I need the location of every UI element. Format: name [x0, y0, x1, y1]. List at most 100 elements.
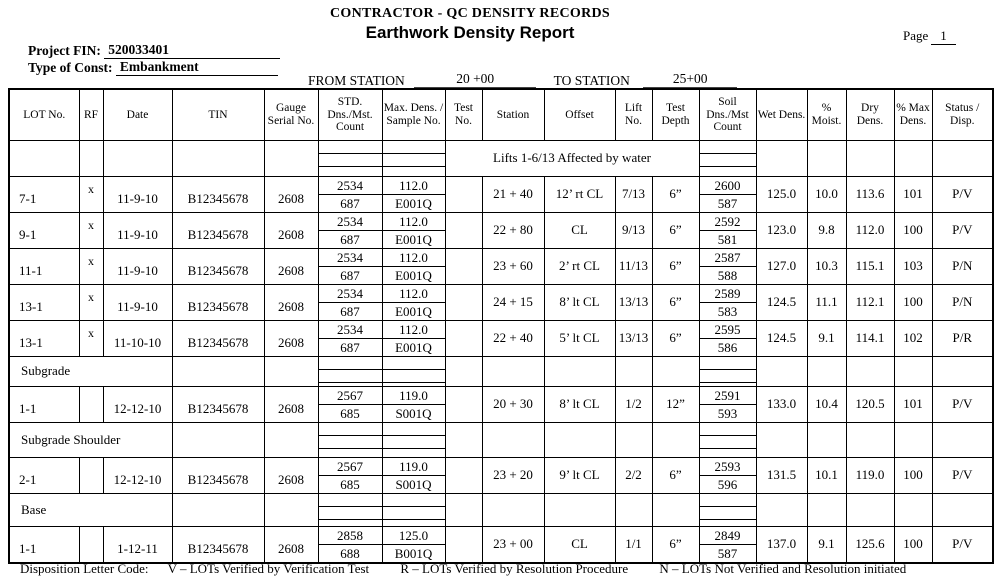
- cell-status: P/N: [931, 283, 994, 321]
- cell-date: 11-9-10: [102, 211, 173, 249]
- cell-status: P/V: [931, 525, 994, 563]
- cell-lift: [614, 492, 653, 527]
- type-of-const-label: Type of Const:: [28, 60, 113, 75]
- std-count-cell-top: 2567: [319, 387, 381, 405]
- cell-wet-dens: 133.0: [755, 385, 808, 423]
- cell-rf: x: [78, 247, 104, 285]
- cell-dry-dens: 112.0: [845, 211, 895, 249]
- cell-tin: B12345678: [171, 319, 265, 357]
- cell-lift: 9/13: [614, 211, 653, 249]
- cell-lift: [614, 355, 653, 387]
- cell-test-no: [444, 211, 483, 249]
- std-count-cell-bottom: 687: [340, 195, 360, 211]
- cell-station: 21 + 40: [481, 175, 545, 213]
- cell-offset: 8’ lt CL: [543, 385, 616, 423]
- max-dens-cell-bottom: E001Q: [395, 195, 432, 211]
- soil-count-cell-top: 2849: [700, 527, 755, 545]
- cell-max-dens-pct: 102: [893, 319, 933, 357]
- cell-moist: [806, 492, 847, 527]
- cell-tin: B12345678: [171, 175, 265, 213]
- max-dens-cell: 112.0 E001Q: [381, 319, 446, 357]
- cell-lot: 11-1: [8, 247, 80, 285]
- soil-count-cell-top: [700, 494, 755, 507]
- type-of-const-line: Type of Const: Embankment: [28, 59, 278, 76]
- std-count-cell-top: [319, 141, 381, 154]
- cell-moist: 9.1: [806, 319, 847, 357]
- cell-lift: 2/2: [614, 456, 653, 494]
- cell-station: 20 + 30: [481, 385, 545, 423]
- cell-wet-dens: [755, 139, 808, 177]
- cell-status: P/R: [931, 319, 994, 357]
- cell-gauge: [263, 355, 319, 387]
- type-of-const-value: Embankment: [115, 59, 278, 76]
- project-fin-value: 520033401: [104, 42, 281, 59]
- col-header-dry-dens: Dry Dens.: [845, 88, 895, 141]
- soil-count-cell-bottom: [700, 436, 755, 449]
- cell-lot: [8, 139, 80, 177]
- soil-count-cell-top: 2592: [700, 213, 755, 231]
- cell-lot: 1-1: [8, 525, 80, 563]
- max-dens-cell-bottom: B001Q: [394, 545, 433, 561]
- cell-gauge: 2608: [263, 319, 319, 357]
- col-header-test-depth: Test Depth: [651, 88, 700, 141]
- col-header-rf: RF: [78, 88, 104, 141]
- max-dens-cell-bottom: [383, 154, 444, 167]
- std-count-cell-top: [319, 494, 381, 507]
- soil-count-cell-top: [700, 141, 755, 154]
- std-count-cell: 2567 685: [317, 385, 383, 423]
- col-header-max-dens-sample-no: Max. Dens. / Sample No.: [381, 88, 446, 141]
- cell-wet-dens: 123.0: [755, 211, 808, 249]
- cell-gauge: [263, 421, 319, 458]
- soil-count-cell-top: 2591: [700, 387, 755, 405]
- page-label: Page: [903, 28, 929, 43]
- col-header-lot-no: LOT No.: [8, 88, 80, 141]
- table-row: 7-1 x 11-9-10 B12345678 2608 2534 687 112.0 E001…: [8, 175, 994, 213]
- soil-count-cell-top: 2589: [700, 285, 755, 303]
- col-header-status-disp: Status / Disp.: [931, 88, 994, 141]
- col-header-gauge-serial-no: Gauge Serial No.: [263, 88, 319, 141]
- cell-date: 11-9-10: [102, 247, 173, 285]
- max-dens-cell: [381, 421, 446, 458]
- soil-count-cell: 2592 581: [698, 211, 757, 249]
- cell-status: P/V: [931, 456, 994, 494]
- max-dens-cell: [381, 139, 446, 177]
- std-count-cell-bottom: 687: [340, 231, 360, 247]
- report-header-title: CONTRACTOR - QC DENSITY RECORDS: [329, 6, 610, 21]
- cell-test-no: [444, 283, 483, 321]
- soil-count-cell: 2587 588: [698, 247, 757, 285]
- max-dens-cell-bottom: [383, 370, 444, 383]
- col-header-station: Station: [481, 88, 545, 141]
- soil-count-cell: [698, 355, 757, 387]
- max-dens-cell-top: 112.0: [383, 285, 444, 303]
- cell-dry-dens: [845, 421, 895, 458]
- cell-station: [481, 492, 545, 527]
- cell-moist: 9.1: [806, 525, 847, 563]
- max-dens-cell-bottom: E001Q: [395, 267, 432, 283]
- max-dens-cell-top: 112.0: [383, 249, 444, 267]
- cell-tin: [171, 355, 265, 387]
- max-dens-cell-bottom: [383, 436, 444, 449]
- cell-status: P/V: [931, 385, 994, 423]
- col-header-std-dns-mst-count: STD. Dns./Mst. Count: [317, 88, 383, 141]
- max-dens-cell-top: 119.0: [383, 387, 444, 405]
- section-label: Subgrade Shoulder: [8, 421, 173, 458]
- cell-gauge: 2608: [263, 283, 319, 321]
- soil-count-cell-top: 2600: [700, 177, 755, 195]
- cell-station: 22 + 80: [481, 211, 545, 249]
- cell-offset: 12’ rt CL: [543, 175, 616, 213]
- cell-tin: B12345678: [171, 456, 265, 494]
- col-header-soil-dns-mst-count: Soil Dns./Mst Count: [698, 88, 757, 141]
- disposition-legend: Disposition Letter Code: V – LOTs Verifi…: [20, 561, 934, 577]
- table-row: 13-1 x 11-10-10 B12345678 2608 2534 687 112.0 E0…: [8, 319, 994, 357]
- col-header-offset: Offset: [543, 88, 616, 141]
- soil-count-cell: 2591 593: [698, 385, 757, 423]
- from-station-value: 20 +00: [414, 71, 537, 89]
- std-count-cell-top: 2534: [319, 249, 381, 267]
- cell-max-dens-pct: 103: [893, 247, 933, 285]
- cell-offset: 2’ rt CL: [543, 247, 616, 285]
- cell-lift: [614, 421, 653, 458]
- cell-offset: 9’ lt CL: [543, 456, 616, 494]
- cell-tin: B12345678: [171, 247, 265, 285]
- col-header-moist: % Moist.: [806, 88, 847, 141]
